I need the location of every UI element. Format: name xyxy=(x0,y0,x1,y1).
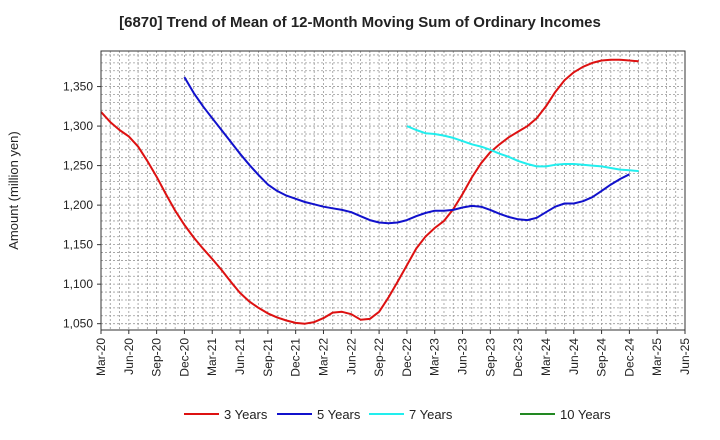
y-tick-label: 1,100 xyxy=(63,277,93,291)
legend-label: 5 Years xyxy=(317,407,361,422)
x-tick-label: Jun-23 xyxy=(456,338,470,375)
x-tick-label: Dec-24 xyxy=(622,338,636,377)
x-tick-label: Jun-21 xyxy=(233,338,247,375)
x-tick-label: Mar-25 xyxy=(650,338,664,376)
x-tick-label: Jun-25 xyxy=(678,338,692,375)
x-tick-label: Mar-20 xyxy=(94,338,108,376)
x-tick-label: Sep-24 xyxy=(595,338,609,377)
x-tick-label: Dec-23 xyxy=(511,338,525,377)
legend-label: 10 Years xyxy=(560,407,611,422)
y-tick-label: 1,350 xyxy=(63,80,93,94)
y-tick-label: 1,250 xyxy=(63,159,93,173)
x-tick-label: Dec-20 xyxy=(177,338,191,377)
x-tick-label: Dec-22 xyxy=(400,338,414,377)
y-axis-label: Amount (million yen) xyxy=(6,131,21,250)
plot-area xyxy=(101,51,685,330)
x-tick-label: Mar-24 xyxy=(539,338,553,376)
chart-title: [6870] Trend of Mean of 12-Month Moving … xyxy=(119,14,601,31)
x-tick-label: Mar-23 xyxy=(428,338,442,376)
y-tick-label: 1,050 xyxy=(63,317,93,331)
x-tick-label: Dec-21 xyxy=(289,338,303,377)
x-tick-label: Jun-24 xyxy=(567,338,581,375)
series-line-5-years xyxy=(183,76,630,225)
y-tick-label: 1,200 xyxy=(63,198,93,212)
y-tick-label: 1,150 xyxy=(63,238,93,252)
x-tick-label: Jun-22 xyxy=(344,338,358,375)
plot-border xyxy=(100,50,686,331)
x-tick-label: Sep-21 xyxy=(261,338,275,377)
x-tick-label: Mar-22 xyxy=(316,338,330,376)
x-tick-label: Mar-21 xyxy=(205,338,219,376)
x-tick-label: Sep-23 xyxy=(483,338,497,377)
x-tick-label: Jun-20 xyxy=(122,338,136,375)
y-tick-label: 1,300 xyxy=(63,119,93,133)
legend-label: 3 Years xyxy=(224,407,268,422)
x-tick-label: Sep-20 xyxy=(150,338,164,377)
legend-label: 7 Years xyxy=(409,407,453,422)
series-line-3-years xyxy=(100,58,639,325)
x-tick-label: Sep-22 xyxy=(372,338,386,377)
series-line-7-years xyxy=(406,125,639,173)
